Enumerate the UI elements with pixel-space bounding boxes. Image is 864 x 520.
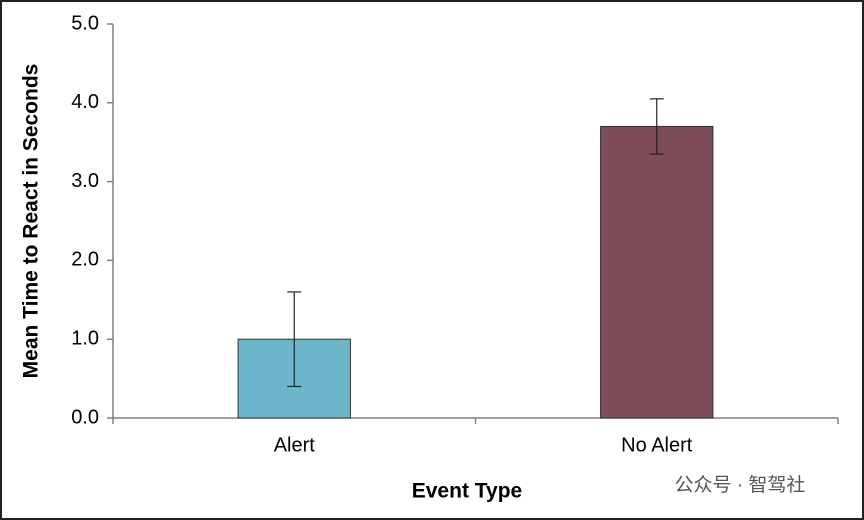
y-tick-label: 5.0 [71,12,99,34]
x-axis-label: Event Type [412,480,522,503]
y-tick-label: 3.0 [71,170,99,192]
y-tick-label: 1.0 [71,327,99,349]
x-tick-label: Alert [274,434,316,456]
y-tick-label: 0.0 [71,406,99,428]
y-tick-label: 4.0 [71,91,99,113]
error-bar [649,98,664,155]
x-tick-label: No Alert [621,434,693,456]
bar [600,125,714,419]
error-bar [287,291,302,388]
watermark: 公众号 · 智驾社 [675,474,806,496]
y-axis-label: Mean Time to React in Seconds [20,64,43,379]
y-tick-label: 2.0 [71,249,99,271]
